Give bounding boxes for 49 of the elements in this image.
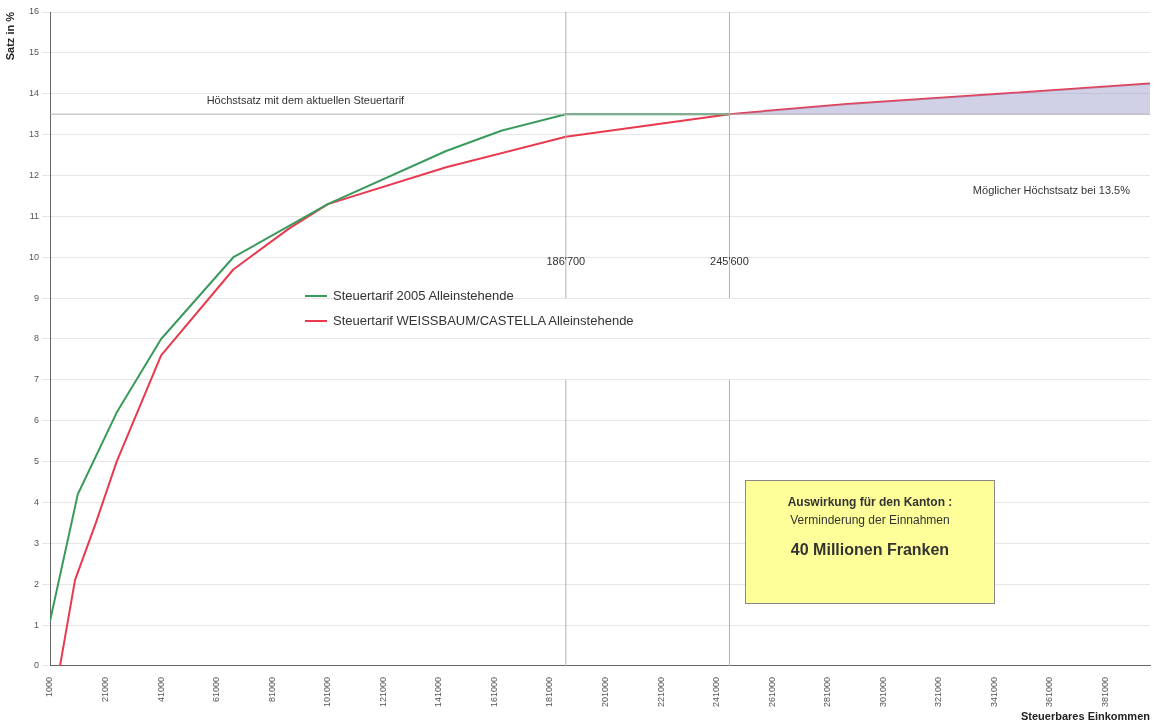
x-tick-label: 321000 [933, 676, 944, 708]
x-tick-label: 241000 [711, 676, 722, 708]
x-tick-label: 61000 [211, 676, 222, 702]
y-tick-label: 0 [34, 660, 40, 671]
ref-line-label: 186'700 [546, 255, 586, 268]
x-tick-label: 81000 [266, 676, 277, 702]
y-tick-label: 8 [34, 333, 40, 344]
x-tick-label: 141000 [433, 676, 444, 708]
y-tick-label: 2 [34, 578, 40, 589]
y-tick-label: 16 [29, 6, 40, 17]
x-tick-label: 181000 [544, 676, 555, 708]
x-tick-label: 341000 [988, 676, 999, 708]
annotation: Möglicher Höchstsatz bei 13.5% [972, 183, 1131, 196]
x-tick-label: 121000 [377, 676, 388, 708]
x-tick-label: 201000 [600, 676, 611, 708]
x-tick-label: 361000 [1044, 676, 1055, 708]
x-tick-label: 41000 [155, 676, 166, 702]
y-tick-label: 3 [34, 537, 40, 548]
legend-label: Steuertarif WEISSBAUM/CASTELLA Alleinstehende [333, 313, 634, 328]
x-tick-label: 161000 [488, 676, 499, 708]
y-tick-label: 13 [29, 129, 40, 140]
legend-label: Steuertarif 2005 Alleinstehende [333, 288, 514, 303]
x-tick-label: 21000 [100, 676, 111, 702]
ref-line-label: Höchstsatz mit dem aktuellen Steuertarif [206, 93, 406, 106]
y-tick-label: 9 [34, 292, 40, 303]
x-tick-label: 101000 [322, 676, 333, 708]
annotation: 40 Millionen Franken [789, 541, 951, 559]
y-tick-label: 6 [34, 415, 40, 426]
x-tick-label: 281000 [822, 676, 833, 708]
y-tick-label: 5 [34, 456, 40, 467]
x-tick-label: 301000 [877, 676, 888, 708]
annotation: Verminderung der Einnahmen [789, 513, 951, 527]
y-axis-title: Satz in % [4, 11, 17, 61]
ref-line-label: 245'600 [710, 255, 749, 268]
y-tick-label: 1 [34, 619, 40, 630]
annotation: Auswirkung für den Kanton : [786, 495, 954, 509]
y-tick-label: 14 [29, 88, 40, 99]
x-tick-label: 381000 [1100, 676, 1111, 708]
y-tick-label: 15 [29, 47, 40, 58]
y-tick-label: 10 [29, 251, 40, 262]
x-tick-label: 261000 [766, 676, 777, 708]
x-axis-title: Steuerbares Einkommen [1021, 709, 1151, 722]
y-tick-label: 4 [34, 496, 40, 507]
x-tick-label: 1000 [44, 676, 55, 697]
x-tick-label: 221000 [655, 676, 666, 708]
y-tick-label: 11 [29, 210, 40, 221]
note-box: Auswirkung für den Kanton : Verminderung der Einnahmen 40 Millionen Franken [745, 480, 995, 604]
y-tick-label: 7 [34, 374, 40, 385]
y-tick-label: 12 [29, 169, 40, 180]
